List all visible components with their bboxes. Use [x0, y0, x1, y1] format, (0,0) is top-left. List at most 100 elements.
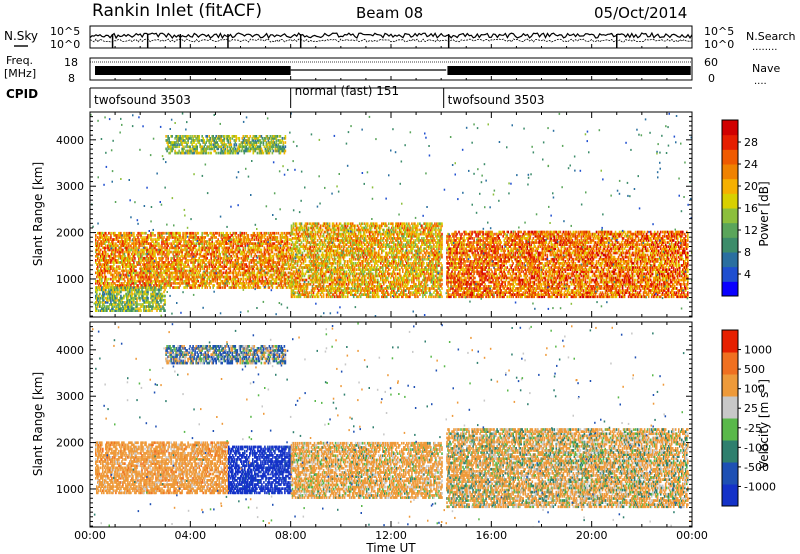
data-cell [258, 277, 261, 281]
data-cell [157, 288, 159, 292]
data-cell [187, 252, 189, 256]
data-cell [201, 244, 203, 248]
data-cell [100, 296, 102, 300]
data-cell [255, 263, 258, 266]
data-cell [147, 259, 149, 262]
data-cell [214, 277, 216, 281]
data-cell [146, 246, 148, 250]
data-cell [118, 292, 120, 296]
data-cell [167, 259, 169, 262]
data-cell [170, 282, 172, 285]
data-cell [243, 231, 246, 235]
data-cell [277, 263, 280, 266]
data-cell [172, 265, 174, 268]
data-cell [130, 279, 132, 283]
data-cell [278, 284, 281, 287]
data-cell [126, 256, 128, 260]
data-cell [222, 231, 224, 235]
data-cell [219, 254, 221, 258]
data-cell [101, 288, 103, 292]
data-cell [201, 231, 203, 235]
data-cell [176, 256, 178, 260]
data-cell [265, 149, 268, 153]
data-cell [149, 273, 151, 277]
data-cell [112, 286, 114, 290]
data-cell [271, 265, 274, 268]
data-cell [284, 279, 287, 283]
data-cell [96, 279, 98, 283]
data-cell [216, 141, 218, 144]
data-cell [118, 261, 120, 264]
data-cell [131, 275, 133, 279]
data-cell [125, 246, 127, 250]
data-cell [128, 298, 130, 302]
data-cell [192, 273, 194, 277]
data-cell [105, 286, 107, 290]
data-cell [217, 284, 219, 287]
data-cell [111, 309, 113, 312]
data-cell [107, 244, 109, 248]
data-cell [130, 303, 132, 306]
data-cell [126, 305, 128, 308]
data-cell [111, 242, 113, 245]
data-cell [160, 309, 162, 312]
data-cell [288, 231, 291, 235]
data-cell [100, 305, 102, 308]
data-cell [131, 269, 133, 273]
data-cell [104, 273, 106, 277]
data-cell [247, 256, 250, 260]
data-cell [266, 145, 269, 149]
data-cell [270, 279, 273, 283]
data-cell [188, 238, 190, 241]
data-cell [211, 252, 213, 256]
data-cell [100, 242, 102, 245]
data-cell [150, 271, 152, 275]
data-cell [194, 259, 196, 262]
data-cell [152, 294, 154, 298]
data-cell [301, 251, 304, 255]
data-cell [289, 282, 292, 285]
data-cell [171, 263, 173, 266]
data-cell [257, 139, 260, 142]
data-cell [129, 250, 131, 254]
data-cell [157, 292, 159, 296]
data-cell [153, 244, 155, 248]
data-cell [194, 265, 196, 268]
data-cell [146, 267, 148, 271]
data-cell [271, 236, 274, 239]
data-cell [288, 238, 291, 241]
data-cell [113, 288, 115, 292]
data-cell [319, 224, 322, 228]
data-cell [109, 231, 111, 235]
data-cell [246, 236, 249, 239]
data-cell [147, 271, 149, 275]
data-cell [140, 254, 142, 258]
data-cell [275, 263, 278, 266]
data-cell [249, 279, 252, 283]
noise-right-dots: ........ [752, 42, 777, 53]
data-cell [126, 250, 128, 254]
data-cell [196, 238, 198, 241]
data-cell [288, 252, 291, 256]
data-cell [255, 244, 258, 248]
data-cell [275, 238, 278, 241]
data-cell [256, 234, 259, 237]
data-cell [245, 240, 248, 243]
data-cell [123, 277, 125, 281]
data-cell [224, 143, 226, 146]
data-cell [286, 256, 289, 260]
data-cell [206, 269, 208, 273]
data-cell [226, 236, 229, 239]
data-cell [281, 236, 284, 239]
data-cell [186, 248, 188, 252]
data-cell [182, 147, 184, 151]
data-cell [145, 298, 147, 302]
data-cell [143, 263, 145, 266]
data-cell [135, 238, 137, 241]
data-cell [122, 250, 124, 254]
data-cell [269, 238, 272, 241]
data-cell [222, 236, 224, 239]
data-cell [225, 231, 228, 235]
data-cell [243, 259, 246, 262]
data-cell [109, 238, 111, 241]
